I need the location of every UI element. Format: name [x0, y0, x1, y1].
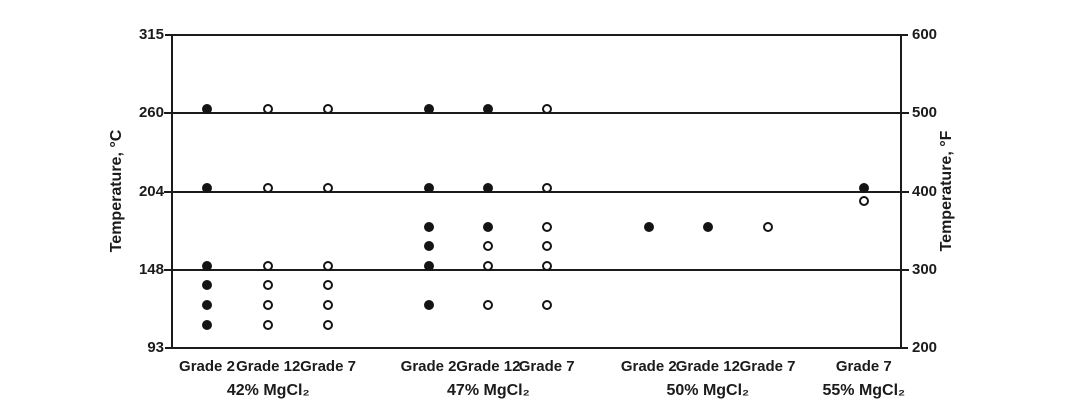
x-label-grade-12-group1: Grade 12 [236, 358, 301, 375]
data-point-open-300f [323, 260, 333, 271]
x-label-grade-2-group2: Grade 2 [400, 358, 457, 375]
gridline-500f [164, 112, 909, 115]
y-tick-celsius-204: 204 [138, 182, 164, 200]
x-label-grade-12-group3: Grade 12 [675, 358, 740, 375]
x-group-label-50pct-mgcl2: 50% MgCl₂ [666, 382, 750, 399]
data-point-filled-330f [423, 241, 434, 252]
data-point-open-388f [858, 195, 869, 206]
data-point-open-330f [541, 241, 552, 252]
data-point-filled-255f [201, 299, 212, 310]
data-point-filled-500f [201, 104, 212, 115]
y-tick-fahrenheit-300: 300 [912, 260, 938, 278]
data-point-filled-400f [858, 182, 869, 193]
gridline-400f [164, 190, 909, 193]
y-tick-fahrenheit-500: 500 [912, 104, 938, 122]
data-point-open-400f [263, 182, 274, 193]
data-point-open-500f [263, 104, 274, 115]
data-point-filled-400f [201, 182, 212, 193]
data-point-open-330f [483, 241, 494, 252]
data-point-filled-280f [201, 280, 212, 291]
data-point-open-230f [263, 319, 274, 330]
right-axis-title: Temperature, °F [938, 130, 955, 252]
x-label-grade-7-group3: Grade 7 [739, 358, 796, 375]
y-tick-fahrenheit-400: 400 [912, 182, 938, 200]
x-group-label-47pct-mgcl2: 47% MgCl₂ [447, 382, 530, 399]
data-point-open-255f [483, 299, 494, 310]
x-label-grade-7-group4: Grade 7 [835, 358, 892, 375]
x-group-label-55pct-mgcl2: 55% MgCl₂ [822, 382, 906, 399]
x-label-grade-2-group1: Grade 2 [179, 358, 235, 375]
data-point-filled-300f [201, 260, 212, 271]
data-point-open-400f [541, 182, 552, 193]
data-point-open-300f [483, 260, 494, 271]
data-point-open-355f [541, 221, 552, 232]
plot-area: 315 600 260 500 204 400 148 300 93 200 [139, 26, 937, 356]
y-tick-celsius-93: 93 [147, 339, 164, 356]
y-tick-fahrenheit-200: 200 [912, 339, 938, 356]
x-label-grade-7-group2: Grade 7 [518, 358, 575, 375]
data-point-open-280f [263, 280, 274, 291]
data-point-open-255f [323, 299, 333, 310]
data-point-open-230f [323, 319, 333, 330]
data-point-filled-355f [643, 221, 654, 232]
gridline-300f [164, 268, 909, 271]
data-point-filled-400f [423, 182, 434, 193]
data-point-filled-400f [483, 182, 494, 193]
y-tick-celsius-260: 260 [138, 104, 164, 122]
data-point-open-355f [762, 221, 773, 232]
data-point-filled-355f [423, 221, 434, 232]
data-point-filled-300f [423, 260, 434, 271]
y-tick-fahrenheit-600: 600 [912, 26, 938, 43]
data-point-open-280f [323, 280, 333, 291]
y-tick-celsius-315: 315 [138, 26, 164, 43]
data-point-filled-355f [702, 221, 713, 232]
x-label-grade-2-group3: Grade 2 [620, 358, 677, 375]
x-label-grade-7-group1: Grade 7 [300, 358, 356, 375]
data-point-filled-500f [483, 104, 494, 115]
data-point-filled-500f [423, 104, 434, 115]
data-point-filled-355f [483, 221, 494, 232]
data-point-filled-255f [423, 299, 434, 310]
plot-border-bottom [165, 347, 908, 349]
data-point-filled-230f [201, 319, 212, 330]
data-point-open-500f [541, 104, 552, 115]
data-point-open-500f [323, 104, 333, 115]
data-point-open-255f [263, 299, 274, 310]
y-tick-celsius-148: 148 [138, 260, 164, 278]
data-point-open-400f [323, 182, 333, 193]
x-label-grade-12-group2: Grade 12 [456, 358, 521, 375]
data-point-open-255f [541, 299, 552, 310]
plot-border-top [165, 34, 908, 36]
data-point-open-300f [541, 260, 552, 271]
data-point-open-300f [263, 260, 274, 271]
x-group-label-42pct-mgcl2: 42% MgCl₂ [226, 382, 310, 399]
